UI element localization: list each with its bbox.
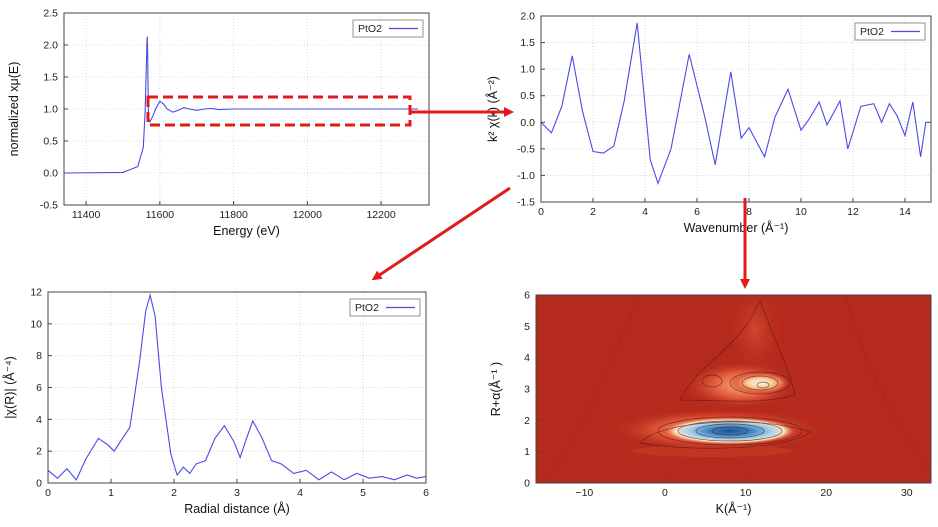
y-axis-label: R+α(Å⁻¹ ) — [488, 362, 503, 416]
x-tick-label: 11400 — [72, 209, 101, 221]
y-tick-label: 2 — [36, 446, 42, 458]
x-tick-label: 10 — [795, 206, 807, 218]
plot-background — [541, 16, 931, 202]
y-tick-label: 2.0 — [43, 40, 58, 52]
y-tick-label: 1.5 — [43, 72, 58, 84]
wavelet-heatmap — [536, 280, 931, 483]
y-tick-label: 10 — [30, 318, 42, 330]
x-tick-label: 8 — [746, 206, 752, 218]
x-tick-label: 4 — [297, 487, 303, 499]
x-tick-label: 2 — [171, 487, 177, 499]
x-tick-label: 0 — [662, 487, 668, 499]
x-tick-label: 12 — [847, 206, 859, 218]
x-axis-label: Radial distance (Å) — [184, 501, 290, 516]
y-axis-label: normalized xμ(E) — [7, 62, 21, 157]
x-tick-label: 0 — [45, 487, 51, 499]
x-tick-label: 30 — [901, 487, 913, 499]
y-tick-label: -0.5 — [517, 143, 535, 155]
legend-label: PtO2 — [860, 26, 884, 38]
xanes-panel: 11400 11600 11800 12000 12200 -0.5 0.0 0.5 1.0 1.… — [7, 8, 429, 239]
wavelet-panel: −10 0 10 20 30 0 1 2 3 4 5 6 K(Å⁻¹) R+α(Å⁻¹ ) — [488, 280, 931, 516]
y-tick-label: 0.5 — [43, 136, 58, 148]
x-tick-label: 20 — [820, 487, 832, 499]
legend-label: PtO2 — [358, 23, 382, 35]
y-tick-label: 0 — [36, 478, 42, 490]
y-tick-label: -1.0 — [517, 170, 535, 182]
y-tick-label: 4 — [36, 414, 42, 426]
y-tick-label: 2 — [524, 415, 530, 427]
y-tick-label: 2.0 — [520, 11, 535, 23]
y-tick-label: 1 — [524, 446, 530, 458]
y-tick-label: 0.0 — [43, 168, 58, 180]
x-tick-label: 4 — [642, 206, 648, 218]
y-tick-label: -0.5 — [40, 200, 58, 212]
x-axis-label: Wavenumber (Å⁻¹) — [684, 220, 789, 235]
y-tick-label: 6 — [36, 382, 42, 394]
y-tick-label: 0.0 — [520, 117, 535, 129]
y-tick-label: 0.5 — [520, 90, 535, 102]
y-tick-label: 6 — [524, 290, 530, 302]
legend-label: PtO2 — [355, 302, 379, 314]
x-tick-label: 10 — [740, 487, 752, 499]
x-tick-label: 6 — [694, 206, 700, 218]
y-tick-label: 4 — [524, 352, 530, 364]
x-tick-label: 11600 — [146, 209, 175, 221]
x-tick-label: 3 — [234, 487, 240, 499]
x-axis-label: Energy (eV) — [213, 224, 280, 238]
y-tick-label: 2.5 — [43, 8, 58, 20]
y-tick-label: 3 — [524, 384, 530, 396]
x-tick-label: 12000 — [293, 209, 322, 221]
x-tick-label: 1 — [108, 487, 114, 499]
x-tick-label: −10 — [575, 487, 593, 499]
x-tick-label: 6 — [423, 487, 429, 499]
x-tick-label: 5 — [360, 487, 366, 499]
x-axis-label: K(Å⁻¹) — [716, 501, 752, 516]
y-tick-label: -1.5 — [517, 197, 535, 209]
x-tick-label: 0 — [538, 206, 544, 218]
y-tick-label: 0 — [524, 478, 530, 490]
x-tick-label: 11800 — [219, 209, 248, 221]
y-axis-label: k² χ(k) (Å⁻²) — [485, 76, 500, 142]
x-tick-label: 2 — [590, 206, 596, 218]
x-tick-label: 12200 — [366, 209, 395, 221]
y-tick-label: 5 — [524, 321, 530, 333]
y-tick-label: 1.0 — [520, 64, 535, 76]
y-tick-label: 8 — [36, 350, 42, 362]
k-space-panel: 0 2 4 6 8 10 12 14 -1.5 -1.0 -0.5 0.0 0.5 1.0 1.5 2.0 Pt… — [485, 11, 931, 236]
x-tick-label: 14 — [899, 206, 911, 218]
y-tick-label: 1.0 — [43, 104, 58, 116]
y-tick-label: 12 — [30, 287, 42, 299]
y-tick-label: 1.5 — [520, 37, 535, 49]
y-axis-label: |χ(R)| (Å⁻⁴) — [2, 356, 17, 419]
